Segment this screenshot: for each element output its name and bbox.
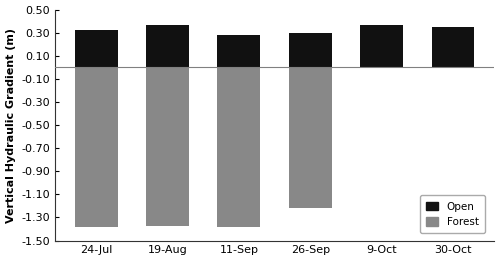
- Bar: [74, 30, 118, 67]
- Bar: [218, 67, 260, 227]
- Bar: [146, 67, 189, 226]
- Bar: [432, 27, 474, 67]
- Legend: Open, Forest: Open, Forest: [420, 195, 485, 233]
- Bar: [74, 67, 118, 227]
- Bar: [146, 25, 189, 67]
- Bar: [289, 33, 332, 67]
- Bar: [289, 67, 332, 208]
- Y-axis label: Vertical Hydraulic Gradient (m): Vertical Hydraulic Gradient (m): [6, 28, 16, 223]
- Bar: [218, 35, 260, 67]
- Bar: [360, 25, 403, 67]
